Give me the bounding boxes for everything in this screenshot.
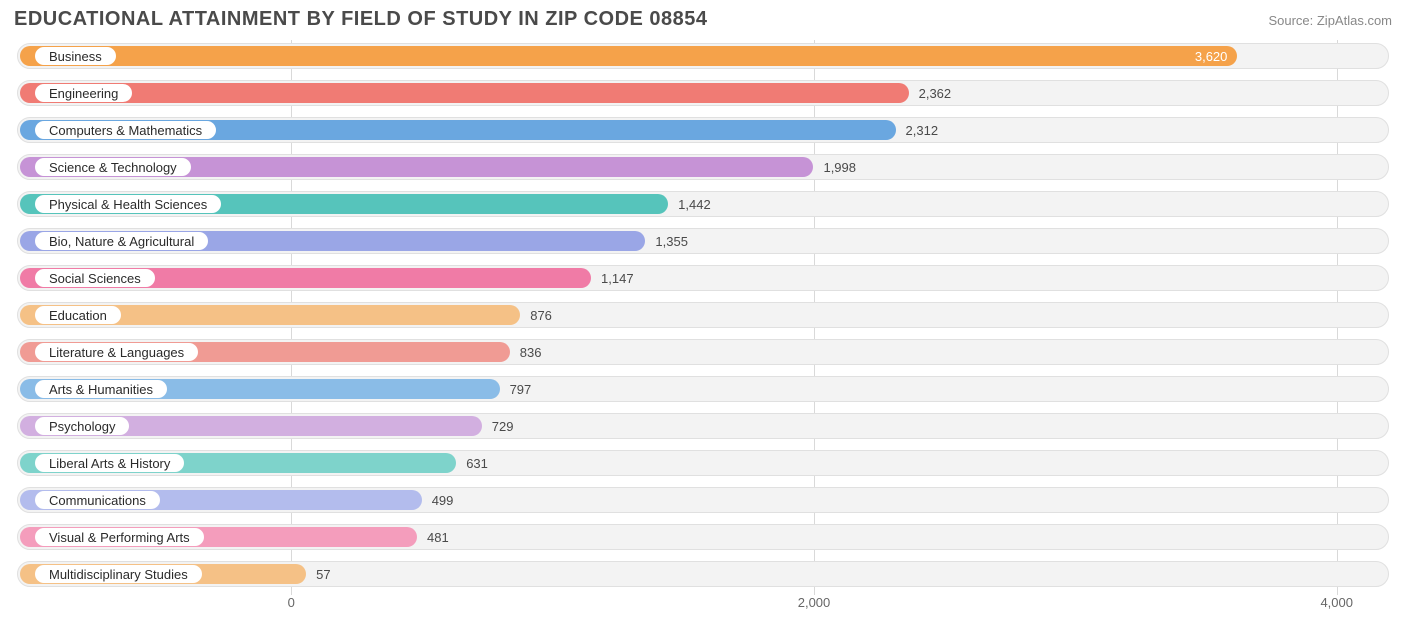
- bar-value-label: 1,442: [678, 194, 711, 214]
- bar-row: 481 Visual & Performing Arts: [14, 521, 1392, 553]
- bar-row: 1,442 Physical & Health Sciences: [14, 188, 1392, 220]
- chart-bars: 3,620Business 2,362 Engineering 2,312 Comput…: [14, 40, 1392, 595]
- category-pill: Literature & Languages: [34, 342, 199, 362]
- bar-value-label: 57: [316, 564, 330, 584]
- bar-value-label: 3,620: [20, 46, 1237, 66]
- bar-value-label: 876: [530, 305, 552, 325]
- bar-row: 797 Arts & Humanities: [14, 373, 1392, 405]
- category-pill: Social Sciences: [34, 268, 156, 288]
- bar-value-label: 836: [520, 342, 542, 362]
- bar-row: 499 Communications: [14, 484, 1392, 516]
- bar-row: 1,147 Social Sciences: [14, 262, 1392, 294]
- bar-value-label: 499: [432, 490, 454, 510]
- x-tick-label: 0: [288, 595, 295, 610]
- bar-row: 1,998 Science & Technology: [14, 151, 1392, 183]
- category-pill: Education: [34, 305, 122, 325]
- bar-row: 1,355 Bio, Nature & Agricultural: [14, 225, 1392, 257]
- category-pill: Psychology: [34, 416, 130, 436]
- bar-row: 836 Literature & Languages: [14, 336, 1392, 368]
- bar-value-label: 2,362: [919, 83, 952, 103]
- bar-row: 2,312 Computers & Mathematics: [14, 114, 1392, 146]
- chart-title: EDUCATIONAL ATTAINMENT BY FIELD OF STUDY…: [14, 8, 708, 31]
- x-tick-label: 4,000: [1320, 595, 1353, 610]
- chart-plot: 3,620Business 2,362 Engineering 2,312 Comput…: [14, 40, 1392, 600]
- bar-value-label: 1,355: [655, 231, 688, 251]
- category-pill: Liberal Arts & History: [34, 453, 185, 473]
- category-pill: Communications: [34, 490, 161, 510]
- bar-row: 3,620Business: [14, 40, 1392, 72]
- chart-x-axis: 0 2,000 4,000: [14, 595, 1392, 613]
- category-pill: Engineering: [34, 83, 133, 103]
- bar-row: 876 Education: [14, 299, 1392, 331]
- bar-row: 2,362 Engineering: [14, 77, 1392, 109]
- bar-value-label: 729: [492, 416, 514, 436]
- chart-container: EDUCATIONAL ATTAINMENT BY FIELD OF STUDY…: [0, 0, 1406, 631]
- bar-value-label: 631: [466, 453, 488, 473]
- category-pill: Arts & Humanities: [34, 379, 168, 399]
- x-tick-label: 2,000: [798, 595, 831, 610]
- category-pill: Science & Technology: [34, 157, 192, 177]
- bar-value-label: 797: [510, 379, 532, 399]
- bar-row: 631 Liberal Arts & History: [14, 447, 1392, 479]
- category-pill: Multidisciplinary Studies: [34, 564, 203, 584]
- bar-row: 729 Psychology: [14, 410, 1392, 442]
- bar-value-label: 2,312: [906, 120, 939, 140]
- bar-value-label: 481: [427, 527, 449, 547]
- chart-source: Source: ZipAtlas.com: [1268, 13, 1392, 28]
- category-pill: Computers & Mathematics: [34, 120, 217, 140]
- category-pill: Physical & Health Sciences: [34, 194, 222, 214]
- category-pill: Visual & Performing Arts: [34, 527, 205, 547]
- category-pill: Business: [34, 46, 117, 66]
- category-pill: Bio, Nature & Agricultural: [34, 231, 209, 251]
- bar: [20, 83, 909, 103]
- chart-header: EDUCATIONAL ATTAINMENT BY FIELD OF STUDY…: [14, 8, 1392, 36]
- bar-value-label: 1,147: [601, 268, 634, 288]
- bar-value-label: 1,998: [823, 157, 856, 177]
- bar-row: 57 Multidisciplinary Studies: [14, 558, 1392, 590]
